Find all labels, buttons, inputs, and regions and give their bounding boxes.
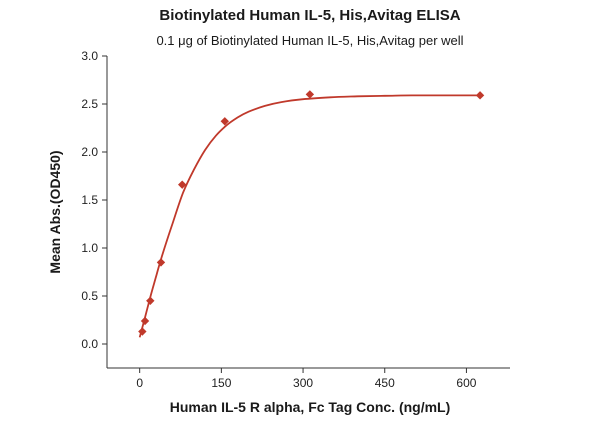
x-axis-label: Human IL-5 R alpha, Fc Tag Conc. (ng/mL) <box>170 399 451 415</box>
data-point <box>138 327 147 336</box>
x-ticks: 0 150 300 450 600 <box>136 368 477 390</box>
x-tick-label: 450 <box>375 376 395 390</box>
y-tick-label: 3.0 <box>81 49 98 63</box>
chart-title: Biotinylated Human IL-5, His,Avitag ELIS… <box>159 7 460 24</box>
y-ticks: 0.0 0.5 1.0 1.5 2.0 2.5 3.0 <box>81 49 107 351</box>
y-tick-label: 0.5 <box>81 289 98 303</box>
y-tick-label: 0.0 <box>81 337 98 351</box>
data-points <box>138 90 485 336</box>
data-point <box>178 180 187 189</box>
data-point <box>156 258 166 267</box>
chart-subtitle: 0.1 μg of Biotinylated Human IL-5, His,A… <box>156 33 463 48</box>
y-tick-label: 2.5 <box>81 97 98 111</box>
data-point <box>475 91 485 100</box>
data-point <box>140 316 150 326</box>
data-point <box>305 90 315 99</box>
x-tick-label: 300 <box>293 376 313 390</box>
x-tick-label: 600 <box>456 376 476 390</box>
plot-area: 0.0 0.5 1.0 1.5 2.0 2.5 3.0 0 150 300 450 600 <box>81 49 510 390</box>
x-tick-label: 0 <box>136 376 143 390</box>
x-tick-label: 150 <box>211 376 231 390</box>
data-point <box>146 296 155 305</box>
y-tick-label: 2.0 <box>81 145 98 159</box>
y-tick-label: 1.5 <box>81 193 98 207</box>
fit-curve <box>138 94 480 338</box>
y-axis-label: Mean Abs.(OD450) <box>47 150 63 273</box>
y-tick-label: 1.0 <box>81 241 98 255</box>
data-point <box>220 117 229 126</box>
